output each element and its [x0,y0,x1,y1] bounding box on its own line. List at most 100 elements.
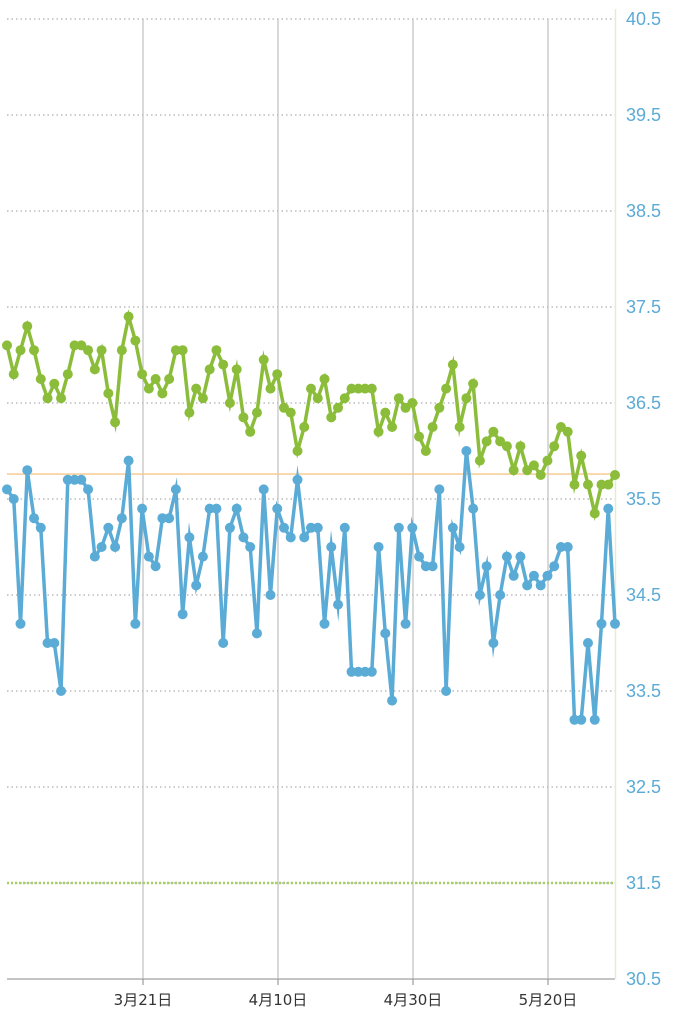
data-point [562,542,573,552]
data-point [15,618,26,629]
data-point [224,398,235,408]
data-point [393,393,404,404]
data-point [231,364,242,375]
data-point [164,374,175,384]
data-point [29,345,40,356]
data-point [522,580,533,591]
data-point [211,345,222,356]
data-point [414,431,425,442]
data-point [576,714,587,725]
data-point [143,551,154,562]
data-point [434,484,445,495]
data-point [380,628,391,639]
y-tick-label: 32.5 [626,777,661,797]
x-tick-label: 5月20日 [519,991,578,1009]
x-tick-label: 4月10日 [249,991,308,1009]
data-point [150,374,161,384]
data-point [83,484,94,495]
data-point [218,359,229,370]
data-point [184,407,195,418]
data-point [366,666,377,677]
data-point [501,551,512,562]
data-point [56,393,67,404]
data-point [299,422,310,432]
data-point [528,570,539,581]
y-tick-label: 37.5 [626,297,661,317]
data-point [292,474,303,485]
data-point [224,522,235,533]
data-point [434,402,445,413]
data-point [576,450,587,461]
data-point [468,503,479,514]
data-point [312,393,323,404]
data-point [481,561,492,572]
data-point [387,695,398,706]
data-point [589,714,600,725]
x-axis: 3月21日 4月10日 4月30日 5月20日 [114,991,578,1009]
grid-layer [7,9,617,985]
data-point [373,426,384,437]
data-point [157,388,168,399]
data-point [380,407,391,418]
data-point [110,542,121,552]
data-point [285,532,296,543]
y-tick-label: 40.5 [626,9,661,29]
data-point [251,407,262,418]
data-point [366,383,377,394]
y-tick-label: 31.5 [626,873,661,893]
data-point [610,470,620,480]
data-point [441,686,452,696]
y-tick-label: 39.5 [626,105,661,125]
data-point [22,465,33,476]
y-tick-label: 30.5 [626,969,661,989]
data-point [103,388,114,399]
data-point [400,618,411,629]
data-point [204,364,215,375]
data-point [130,618,141,629]
data-point [569,479,580,490]
data-point [103,522,114,533]
data-point [420,446,431,456]
data-point [29,513,40,524]
data-point [447,359,458,370]
data-point [535,470,546,480]
data-point [393,522,404,533]
data-point [76,474,87,485]
data-point [116,513,127,524]
data-point [319,618,330,629]
data-point [197,393,208,404]
data-point [8,369,19,380]
data-point [326,542,337,552]
data-point [474,455,485,466]
data-point [278,522,289,533]
data-point [251,628,262,639]
y-tick-label: 35.5 [626,489,661,509]
x-tick-label: 4月30日 [384,991,443,1009]
data-point [407,398,418,408]
data-point [589,508,600,519]
data-point [508,465,519,476]
data-point [123,311,134,322]
data-point [427,422,438,432]
data-point [245,542,256,552]
data-point [596,618,607,629]
data-point [191,383,202,394]
data-point [528,460,539,471]
data-point [339,393,350,404]
data-point [177,609,188,620]
data-point [35,374,46,384]
data-point [495,590,506,600]
data-point [488,638,499,648]
data-point [427,561,438,572]
data-point [387,422,398,432]
data-point [191,580,202,591]
data-point [474,590,485,600]
data-point [562,426,573,437]
data-point [35,522,46,533]
data-point [542,570,553,581]
data-point [15,345,26,356]
data-point [582,479,593,490]
y-tick-label: 33.5 [626,681,661,701]
data-point [62,369,73,380]
